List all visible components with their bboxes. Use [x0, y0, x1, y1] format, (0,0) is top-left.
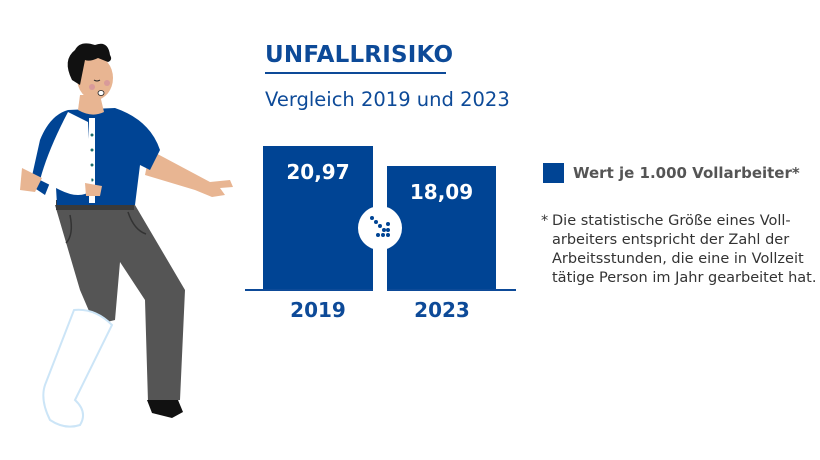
footnote-marker: *	[541, 213, 549, 229]
bar-value-2019: 20,97	[286, 160, 350, 184]
downward-dotted-arrow-icon	[370, 216, 390, 237]
bar-2019: 20,97	[263, 146, 373, 290]
chart-subtitle: Vergleich 2019 und 2023	[265, 88, 510, 111]
legend-label: Wert je 1.000 Vollarbeiter*	[573, 164, 800, 182]
footnote-text: Die statistische Größe eines Voll- arbei…	[552, 213, 817, 286]
injured-person-illustration	[20, 43, 233, 428]
x-label-2019: 2019	[290, 298, 346, 322]
title-underline	[265, 72, 446, 74]
bar-value-2023: 18,09	[409, 180, 474, 204]
legend-swatch	[543, 163, 564, 183]
bar-2023: 18,09	[387, 166, 496, 290]
x-label-2023: 2023	[414, 298, 470, 322]
chart-title: UNFALLRISIKO	[265, 42, 454, 68]
trend-circle	[358, 206, 402, 250]
